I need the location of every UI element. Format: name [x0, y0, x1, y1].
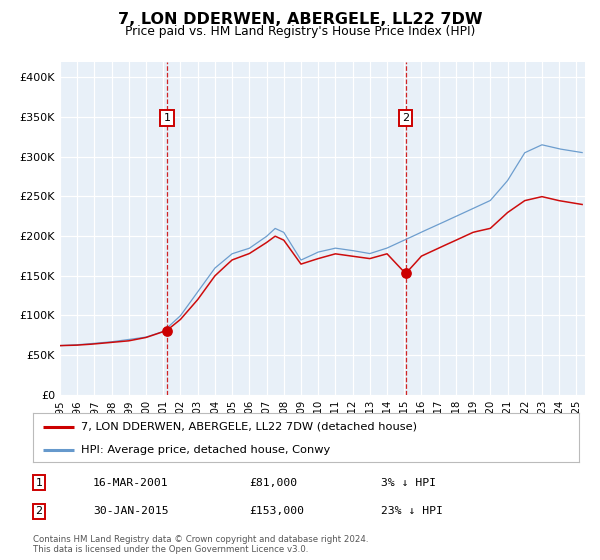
Text: £153,000: £153,000: [249, 506, 304, 516]
Text: This data is licensed under the Open Government Licence v3.0.: This data is licensed under the Open Gov…: [33, 545, 308, 554]
Text: 2: 2: [35, 506, 43, 516]
Text: Contains HM Land Registry data © Crown copyright and database right 2024.: Contains HM Land Registry data © Crown c…: [33, 535, 368, 544]
Text: 3% ↓ HPI: 3% ↓ HPI: [381, 478, 436, 488]
Text: 1: 1: [35, 478, 43, 488]
Point: [162, 326, 172, 335]
Text: £81,000: £81,000: [249, 478, 297, 488]
Text: 2: 2: [402, 113, 409, 123]
Point: [401, 269, 410, 278]
Text: 30-JAN-2015: 30-JAN-2015: [93, 506, 169, 516]
Text: 1: 1: [163, 113, 170, 123]
Text: 16-MAR-2001: 16-MAR-2001: [93, 478, 169, 488]
Text: 23% ↓ HPI: 23% ↓ HPI: [381, 506, 443, 516]
Text: Price paid vs. HM Land Registry's House Price Index (HPI): Price paid vs. HM Land Registry's House …: [125, 25, 475, 38]
Text: 7, LON DDERWEN, ABERGELE, LL22 7DW (detached house): 7, LON DDERWEN, ABERGELE, LL22 7DW (deta…: [81, 422, 417, 432]
Text: 7, LON DDERWEN, ABERGELE, LL22 7DW: 7, LON DDERWEN, ABERGELE, LL22 7DW: [118, 12, 482, 27]
Text: HPI: Average price, detached house, Conwy: HPI: Average price, detached house, Conw…: [81, 445, 330, 455]
